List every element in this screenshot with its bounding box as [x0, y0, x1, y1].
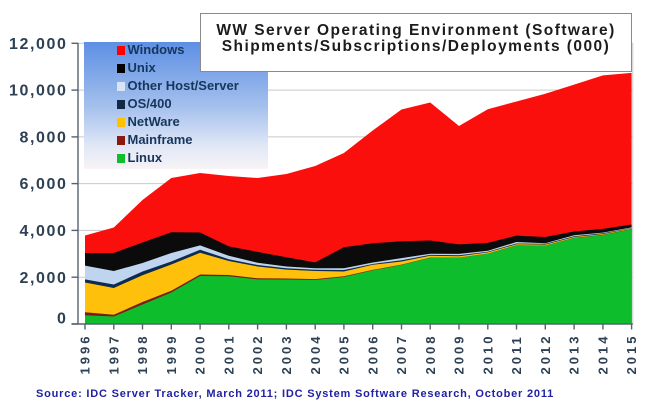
- svg-text:8,000: 8,000: [19, 130, 67, 147]
- svg-text:2003: 2003: [279, 334, 294, 375]
- svg-text:2010: 2010: [480, 334, 495, 375]
- svg-text:4,000: 4,000: [19, 223, 67, 240]
- svg-text:2006: 2006: [365, 334, 380, 375]
- svg-text:1997: 1997: [106, 334, 121, 375]
- svg-text:2015: 2015: [624, 334, 639, 375]
- svg-text:2002: 2002: [250, 334, 265, 375]
- svg-text:1999: 1999: [164, 334, 179, 375]
- svg-text:2008: 2008: [423, 334, 438, 375]
- svg-text:1998: 1998: [135, 334, 150, 375]
- svg-text:2004: 2004: [308, 334, 323, 375]
- svg-text:2014: 2014: [596, 334, 611, 375]
- svg-text:10,000: 10,000: [9, 83, 68, 100]
- svg-text:0: 0: [57, 310, 68, 327]
- svg-text:2000: 2000: [193, 334, 208, 375]
- svg-text:2012: 2012: [538, 334, 553, 375]
- svg-text:12,000: 12,000: [9, 36, 68, 53]
- svg-text:2005: 2005: [337, 334, 352, 375]
- svg-text:2011: 2011: [509, 334, 524, 374]
- svg-text:2013: 2013: [567, 334, 582, 375]
- svg-text:1996: 1996: [78, 334, 93, 375]
- svg-text:6,000: 6,000: [19, 176, 67, 193]
- svg-text:2009: 2009: [452, 334, 467, 375]
- svg-text:2001: 2001: [221, 334, 236, 375]
- svg-text:2007: 2007: [394, 334, 409, 375]
- svg-text:2,000: 2,000: [19, 270, 67, 287]
